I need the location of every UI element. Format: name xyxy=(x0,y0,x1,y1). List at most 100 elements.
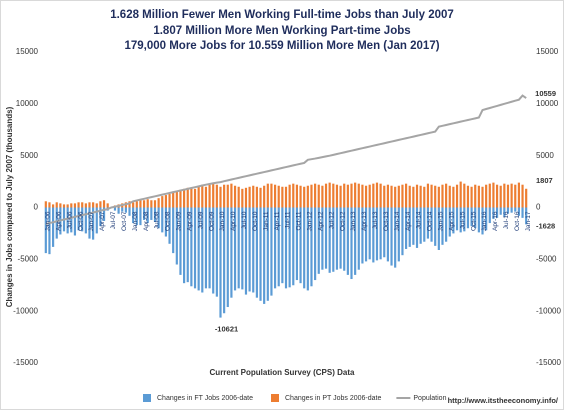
bar xyxy=(339,185,342,208)
bar xyxy=(201,184,204,208)
bar xyxy=(263,185,266,208)
bar xyxy=(401,207,404,256)
bar xyxy=(135,201,138,208)
x-tick-label: Oct-09 xyxy=(208,211,215,231)
bar xyxy=(266,183,269,208)
bar xyxy=(248,186,251,208)
bar xyxy=(244,207,248,295)
bar xyxy=(419,185,422,208)
bar xyxy=(183,188,186,208)
bar xyxy=(255,186,258,208)
bar xyxy=(132,207,135,224)
bar xyxy=(314,183,317,208)
bar xyxy=(506,207,510,214)
bar xyxy=(324,207,328,269)
y2-tick-label: -5000 xyxy=(536,254,557,263)
bar xyxy=(445,183,448,208)
x-tick-label: Jan-10 xyxy=(219,211,226,231)
x-tick-label: Apr-12 xyxy=(317,211,324,231)
bar xyxy=(499,207,502,215)
bar xyxy=(190,207,193,287)
bar xyxy=(44,201,47,208)
bar xyxy=(92,207,95,240)
bar xyxy=(128,207,131,216)
bar xyxy=(525,207,528,225)
bar xyxy=(132,202,135,208)
bar xyxy=(375,182,379,208)
bar xyxy=(455,207,459,231)
bar xyxy=(481,186,484,208)
bar xyxy=(102,207,106,221)
bar xyxy=(368,207,371,260)
bar xyxy=(295,207,299,281)
y-tick-label: -5000 xyxy=(18,254,39,263)
x-tick-label: Apr-16 xyxy=(492,211,499,231)
bar xyxy=(434,207,437,246)
bar xyxy=(172,191,175,208)
x-tick-label: Jul-09 xyxy=(197,211,204,229)
bar xyxy=(419,207,422,244)
x-tick-label: Oct-07 xyxy=(121,211,128,231)
source: http://www.itstheeconomy.info/ xyxy=(448,396,559,405)
bar xyxy=(514,207,517,212)
bar xyxy=(212,183,215,208)
bar xyxy=(430,184,433,208)
bar xyxy=(379,207,382,260)
bar xyxy=(81,202,84,208)
bar xyxy=(459,181,462,208)
bar xyxy=(470,186,473,208)
bar xyxy=(335,184,339,208)
bar xyxy=(288,184,291,208)
bar xyxy=(328,182,331,208)
x-tick-label: Jan-09 xyxy=(176,211,183,231)
bar xyxy=(288,207,291,288)
bar xyxy=(66,207,69,234)
x-tick-label: Apr-10 xyxy=(230,211,237,231)
bar xyxy=(62,204,66,208)
bar xyxy=(404,207,408,249)
bar xyxy=(175,207,178,265)
x-tick-label: Jan-08 xyxy=(132,211,139,231)
bar xyxy=(361,184,364,208)
y-tick-label: 15000 xyxy=(16,47,39,56)
x-tick-label: Jul-08 xyxy=(154,211,161,229)
bar xyxy=(77,207,80,231)
bar xyxy=(321,207,324,270)
bar xyxy=(84,207,87,234)
bar xyxy=(426,207,430,239)
bar xyxy=(426,183,430,208)
bar xyxy=(517,207,520,216)
bar xyxy=(281,207,284,284)
bar xyxy=(332,183,335,208)
bar xyxy=(430,207,433,242)
bar xyxy=(310,184,313,208)
x-tick-label: Jan-11 xyxy=(263,211,270,231)
bar xyxy=(88,202,91,208)
bar xyxy=(292,183,295,208)
bar xyxy=(263,207,266,304)
bar xyxy=(335,207,339,270)
bar xyxy=(197,207,200,291)
y-tick-label: 10000 xyxy=(16,99,39,108)
bar xyxy=(346,184,349,208)
bar xyxy=(248,207,251,292)
bar xyxy=(150,207,153,220)
bar xyxy=(153,200,157,208)
bar xyxy=(230,207,233,298)
y-tick-label: 0 xyxy=(34,203,39,212)
bar xyxy=(412,186,415,208)
bar xyxy=(193,207,197,289)
bar xyxy=(208,184,211,208)
x-tick-label: Jul-14 xyxy=(416,211,423,229)
bar xyxy=(448,207,451,237)
bar xyxy=(190,187,193,208)
x-tick-label: Oct-06 xyxy=(77,211,84,231)
bar xyxy=(485,207,488,231)
x-tick-label: Jan-15 xyxy=(438,211,445,231)
bar xyxy=(252,207,255,293)
bar xyxy=(445,207,448,242)
bar xyxy=(233,185,237,208)
bar xyxy=(390,185,393,208)
x-tick-label: Oct-10 xyxy=(252,211,259,231)
